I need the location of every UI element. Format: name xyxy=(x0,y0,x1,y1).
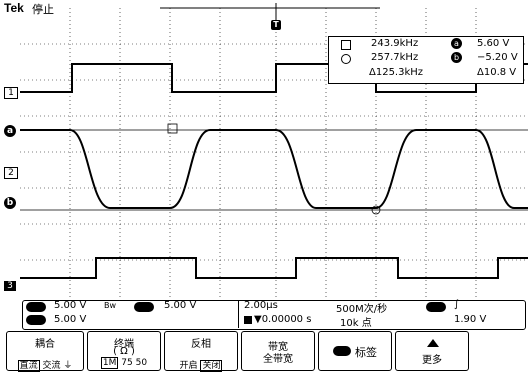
label-title: 标签 xyxy=(355,346,377,359)
cursor-a-icon xyxy=(341,40,351,50)
trigger-offset-icon xyxy=(244,316,252,324)
channel-2-indicator xyxy=(134,302,154,312)
invert-off[interactable]: 关闭 xyxy=(200,360,223,372)
trigger-offset[interactable]: ▼0.00000 s xyxy=(254,314,312,325)
delta-voltage: Δ10.8 V xyxy=(477,67,517,78)
record-length[interactable]: 10k 点 xyxy=(340,318,372,329)
invert-title: 反相 xyxy=(191,339,211,350)
cursor-b-voltage: −5.20 V xyxy=(477,52,518,63)
coupling-dc[interactable]: 直流 xyxy=(17,360,40,372)
sample-rate: 500M次/秒 xyxy=(336,304,388,315)
bandwidth-value: 全带宽 xyxy=(263,354,293,365)
cursor-b-marker xyxy=(371,205,381,215)
termination-options: 1M 75 50 xyxy=(90,357,158,369)
channel-2-marker[interactable]: 2 xyxy=(4,167,18,179)
invert-options: 开启 关闭 xyxy=(167,358,235,372)
channel-3-marker[interactable]: 3 xyxy=(4,281,16,291)
channel-1-trace xyxy=(20,63,528,93)
more-button[interactable]: 更多 xyxy=(395,331,469,371)
cursor-a-badge: a xyxy=(451,38,462,49)
status-divider xyxy=(238,300,239,328)
termination-1m[interactable]: 1M xyxy=(100,357,119,369)
cursor-a-voltage: 5.60 V xyxy=(477,38,510,49)
acquisition-status: 停止 xyxy=(32,3,54,16)
channel-1-indicator xyxy=(26,302,46,312)
cursor-b-icon xyxy=(341,54,351,64)
bandwidth-button[interactable]: 带宽 全带宽 xyxy=(241,331,315,371)
coupling-ac[interactable]: 交流 xyxy=(42,361,61,371)
cursor-b-badge: b xyxy=(451,52,462,63)
termination-50[interactable]: 50 xyxy=(135,358,148,368)
termination-subtitle: ( Ω ) xyxy=(113,346,135,357)
trigger-level[interactable]: 1.90 V xyxy=(454,314,487,325)
cursor-b-channel-marker: b xyxy=(4,197,16,209)
cursor-a-channel-marker: a xyxy=(4,125,16,137)
channel-1-scale[interactable]: 5.00 V xyxy=(54,300,87,311)
cursor-a-marker xyxy=(167,123,178,134)
channel-2-scale[interactable]: 5.00 V xyxy=(164,300,197,311)
invert-button[interactable]: 反相 开启 关闭 xyxy=(164,331,238,372)
channel-3-trace xyxy=(20,257,528,279)
channel-3-indicator xyxy=(26,315,46,325)
label-button[interactable]: 标签 xyxy=(318,331,392,371)
coupling-title: 耦合 xyxy=(35,339,55,350)
channel-3-scale[interactable]: 5.00 V xyxy=(54,314,87,325)
label-icon xyxy=(333,346,351,356)
bandwidth-limit-icon: Bw xyxy=(104,301,117,310)
termination-75[interactable]: 75 xyxy=(121,358,133,368)
coupling-options: 直流 交流 ⏚ xyxy=(9,358,81,372)
termination-button[interactable]: 终端 ( Ω ) 1M 75 50 xyxy=(87,331,161,371)
cursor-b-frequency: 257.7kHz xyxy=(371,52,419,63)
channel-1-marker[interactable]: 1 xyxy=(4,87,18,99)
channel-2-trace xyxy=(20,129,528,209)
cursor-readout-panel: 243.9kHz a 5.60 V 257.7kHz b −5.20 V Δ12… xyxy=(328,36,524,84)
status-bar xyxy=(22,300,526,330)
cursor-a-frequency: 243.9kHz xyxy=(371,38,419,49)
bandwidth-title: 带宽 xyxy=(268,342,288,353)
brand-logo: Tek xyxy=(4,1,24,15)
termination-title: 终端 xyxy=(114,339,134,350)
more-title: 更多 xyxy=(422,355,442,366)
coupling-ground-icon[interactable]: ⏚ xyxy=(63,361,73,371)
trigger-label: T xyxy=(273,20,279,29)
invert-on[interactable]: 开启 xyxy=(179,361,198,371)
up-arrow-icon xyxy=(427,339,439,347)
coupling-button[interactable]: 耦合 直流 交流 ⏚ xyxy=(6,331,84,372)
delta-frequency: Δ125.3kHz xyxy=(369,67,424,78)
trigger-source-indicator xyxy=(426,302,446,312)
trigger-position-marker xyxy=(271,8,281,30)
timebase[interactable]: 2.00µs xyxy=(244,300,278,311)
trigger-edge-icon: ∫ xyxy=(454,299,460,310)
